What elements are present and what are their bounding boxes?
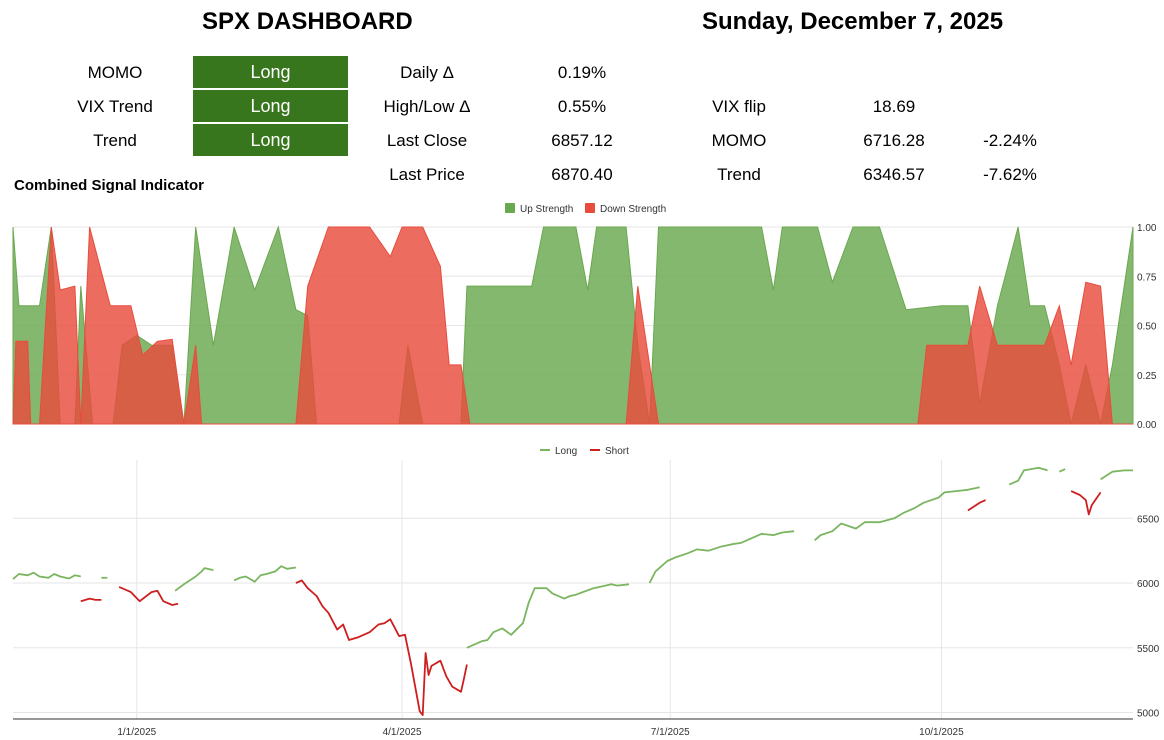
stat-label-last-price: Last Price <box>389 165 465 184</box>
strength-y-tick-label: 0.00 <box>1137 420 1157 431</box>
level-pct-momo: -2.24% <box>983 131 1037 150</box>
legend-label-down: Down Strength <box>600 204 666 215</box>
long-line-segment <box>174 567 214 592</box>
stat-value-daily-delta: 0.19% <box>557 63 607 82</box>
strength-y-tick-label: 0.25 <box>1137 371 1157 382</box>
stat-value-high-low-delta: 0.55% <box>557 97 607 116</box>
level-label-vix-flip: VIX flip <box>712 97 766 116</box>
price-x-tick-label: 1/1/2025 <box>117 727 156 738</box>
price-y-tick-label: 5500 <box>1137 644 1160 655</box>
price-y-tick-label: 6500 <box>1137 514 1160 525</box>
legend-label-short: Short <box>605 446 629 457</box>
signal-badge-momo: Long <box>193 56 348 88</box>
legend-label-long: Long <box>555 446 577 457</box>
signal-badge-vix-trend: Long <box>193 90 348 122</box>
combined-signal-title: Combined Signal Indicator <box>14 177 205 194</box>
legend-swatch-up <box>505 203 515 213</box>
long-line-segment <box>648 530 795 584</box>
long-line-segment <box>1100 469 1133 481</box>
short-line-segment <box>118 586 179 606</box>
signal-label-momo: MOMO <box>87 63 143 82</box>
level-value-trend: 6346.57 <box>863 165 925 184</box>
short-line-segment <box>295 579 468 716</box>
stat-label-last-close: Last Close <box>386 131 468 150</box>
signal-label-trend: Trend <box>93 131 137 150</box>
strength-y-tick-label: 0.50 <box>1137 322 1157 333</box>
long-line-segment <box>233 565 297 583</box>
long-line-segment <box>466 583 630 649</box>
long-line-segment <box>12 571 81 580</box>
price-x-tick-label: 10/1/2025 <box>919 727 964 738</box>
strength-y-tick-label: 1.00 <box>1137 223 1157 234</box>
price-y-tick-label: 6000 <box>1137 579 1160 590</box>
level-value-vix-flip: 18.69 <box>872 97 916 116</box>
strength-y-tick-label: 0.75 <box>1137 272 1157 283</box>
level-value-momo: 6716.28 <box>863 131 925 150</box>
stat-value-last-price: 6870.40 <box>551 165 613 184</box>
date-label: Sunday, December 7, 2025 <box>702 8 1004 35</box>
level-pct-trend: -7.62% <box>983 165 1037 184</box>
price-y-tick-label: 5000 <box>1137 709 1160 720</box>
long-line-segment <box>1008 466 1048 486</box>
long-line-segment <box>1058 468 1066 473</box>
signal-badge-trend: Long <box>193 124 348 156</box>
legend-label-up: Up Strength <box>520 204 573 215</box>
down-strength-area <box>12 226 1133 425</box>
level-label-trend: Trend <box>717 165 761 184</box>
short-line-segment <box>80 597 102 603</box>
level-label-momo: MOMO <box>711 131 767 150</box>
dashboard-title: SPX DASHBOARD <box>202 8 413 35</box>
price-x-tick-label: 7/1/2025 <box>651 727 690 738</box>
short-line-segment <box>967 499 986 512</box>
legend-swatch-down <box>585 203 595 213</box>
price-x-tick-label: 4/1/2025 <box>383 727 422 738</box>
spx-price-line-chart: 5000 5500 6000 6500 1/1/2025 4/1/2025 7/1/2025… <box>12 446 1160 738</box>
signal-label-vix-trend: VIX Trend <box>77 97 153 116</box>
stat-value-last-close: 6857.12 <box>551 131 613 150</box>
long-line-segment <box>814 486 980 541</box>
short-line-segment <box>1070 490 1102 516</box>
strength-area-chart: 0.00 0.25 0.50 0.75 1.00 Up Strength Down Stre… <box>12 203 1157 431</box>
stat-label-high-low-delta: High/Low Δ <box>383 97 471 116</box>
stat-label-daily-delta: Daily Δ <box>400 63 454 82</box>
